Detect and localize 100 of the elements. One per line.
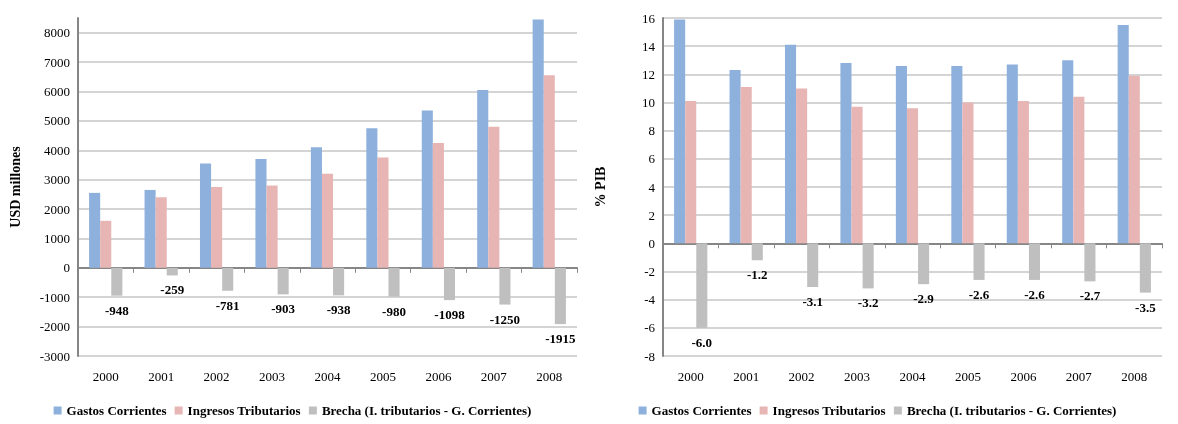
bar	[1117, 25, 1129, 244]
bar	[543, 75, 555, 268]
y-tick-label: 2	[648, 207, 655, 223]
bar	[89, 192, 101, 268]
bar	[366, 128, 378, 268]
x-tick-label: 2000	[92, 369, 119, 384]
bar	[951, 65, 963, 244]
data-label: -1098	[434, 307, 466, 323]
legend-label: Brecha (I. tributarios - G. Corrientes)	[321, 403, 532, 418]
x-tick-label: 2006	[1010, 369, 1037, 384]
y-tick-label: 8000	[44, 25, 70, 41]
y-tick-label: 14	[642, 38, 656, 54]
data-label: -2.6	[1024, 286, 1046, 302]
bar	[784, 44, 797, 244]
x-tick-label: 2004	[899, 369, 926, 384]
legend-label: Gastos Corrientes	[66, 403, 167, 418]
bar	[895, 65, 907, 244]
x-tick-label: 2005	[954, 369, 981, 384]
bar	[532, 19, 544, 268]
bar	[918, 243, 930, 285]
y-tick-label: -4	[644, 292, 656, 308]
bar	[388, 267, 400, 297]
data-label: -980	[382, 303, 406, 319]
bar	[277, 267, 289, 295]
x-tick-label: 2000	[677, 369, 704, 384]
bar	[962, 102, 974, 244]
x-tick-label: 2005	[369, 369, 396, 384]
bar	[862, 243, 874, 289]
bar	[1017, 101, 1029, 244]
y-axis-title: USD millones	[7, 145, 23, 228]
bar	[840, 63, 852, 244]
y-tick-label: 4	[648, 179, 656, 195]
y-tick-label: 7000	[44, 54, 70, 70]
bar	[333, 267, 345, 296]
y-tick-label: -1000	[39, 289, 70, 305]
bar	[166, 267, 178, 276]
data-label: -1.2	[746, 267, 768, 283]
bar	[685, 101, 697, 244]
bar	[851, 106, 863, 244]
data-label: -3.5	[1135, 299, 1157, 315]
bar	[255, 159, 267, 268]
y-tick-label: -6	[644, 320, 656, 336]
bar	[443, 267, 456, 301]
y-tick-label: -2	[644, 264, 655, 279]
legend-label: Ingresos Tributarios	[187, 403, 301, 418]
bar	[554, 267, 566, 325]
y-tick-label: 5000	[44, 113, 70, 129]
data-label: -781	[215, 297, 240, 313]
bar	[696, 243, 708, 328]
bar	[1062, 60, 1074, 244]
x-tick-label: 2007	[1065, 369, 1093, 384]
data-label: -1250	[489, 311, 521, 327]
y-tick-label: -3000	[39, 348, 70, 364]
bar	[807, 243, 819, 287]
data-label: -938	[326, 302, 351, 318]
data-label: -2.7	[1079, 288, 1101, 304]
bar	[674, 19, 686, 244]
bar	[1028, 243, 1041, 280]
y-tick-label: 0	[63, 260, 70, 276]
bar	[144, 189, 156, 268]
data-label: -948	[104, 302, 130, 318]
bar	[729, 70, 741, 244]
y-tick-label: 10	[642, 95, 655, 110]
data-label: -3.1	[802, 293, 823, 309]
bar	[1073, 96, 1085, 244]
bar	[211, 187, 223, 268]
bar	[477, 90, 489, 268]
y-tick-label: 6	[648, 151, 656, 167]
bar	[1006, 64, 1018, 244]
y-tick-label: 16	[642, 10, 656, 26]
y-tick-label: 8	[648, 123, 655, 139]
bar	[321, 173, 334, 268]
bar	[100, 220, 112, 268]
y-tick-label: 4000	[44, 142, 70, 158]
bar	[1084, 243, 1096, 282]
bar	[740, 87, 752, 244]
bar	[421, 110, 433, 268]
x-tick-label: 2004	[314, 369, 341, 384]
x-tick-label: 2007	[480, 369, 508, 384]
bar	[432, 142, 444, 268]
bar	[751, 243, 763, 261]
y-tick-label: -8	[644, 348, 655, 364]
legend-label: Brecha (I. tributarios - G. Corrientes)	[906, 403, 1117, 418]
bar	[377, 157, 389, 268]
legend-label: Gastos Corrientes	[651, 403, 752, 418]
x-tick-label: 2002	[203, 369, 230, 384]
bar	[796, 88, 808, 244]
bar	[1139, 243, 1151, 293]
x-tick-label: 2001	[148, 369, 175, 384]
data-label: -3.2	[857, 295, 879, 311]
data-label: -2.6	[968, 286, 990, 302]
bar	[310, 147, 322, 268]
y-axis-title: % PIB	[592, 166, 608, 208]
x-tick-label: 2001	[733, 369, 760, 384]
x-tick-label: 2006	[425, 369, 452, 384]
y-tick-label: 0	[648, 235, 655, 251]
data-label: -6.0	[691, 334, 713, 350]
data-label: -2.9	[913, 291, 935, 307]
bar	[199, 163, 212, 268]
bar	[973, 243, 985, 280]
